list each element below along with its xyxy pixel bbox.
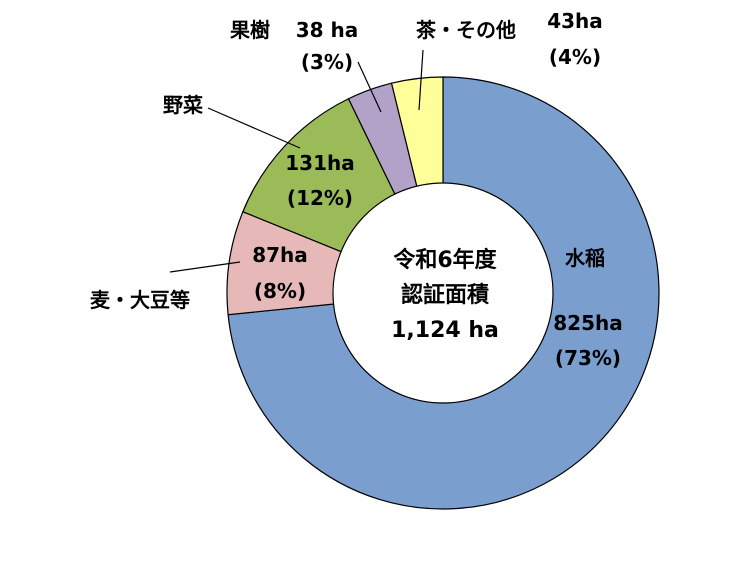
slice-percent-label: (73%) <box>555 346 621 370</box>
center-label-line-2: 認証面積 <box>401 282 490 308</box>
slice-value-label: 825ha <box>553 311 622 335</box>
slice-label-wheat-soy: 麦・大豆等 87ha (8%) <box>90 243 308 312</box>
slice-percent-label: (12%) <box>287 186 353 210</box>
leader-fruit-trees <box>357 61 382 113</box>
leader-wheat-soy <box>169 261 241 273</box>
slice-label-tea-other: 茶・その他 43ha (4%) <box>416 9 603 69</box>
leader-vegetables <box>207 107 301 149</box>
slice-percent-label: (8%) <box>254 279 306 303</box>
slice-name-label: 麦・大豆等 <box>90 288 190 312</box>
slice-value-label: 38 ha <box>296 18 359 42</box>
slice-percent-label: (4%) <box>549 45 601 69</box>
slice-value-label: 43ha <box>547 9 603 33</box>
leader-tea-other <box>418 49 424 111</box>
slice-name-label: 果樹 <box>230 18 270 42</box>
center-label-line-3: 1,124 ha <box>391 318 499 343</box>
slice-name-label: 茶・その他 <box>416 18 516 42</box>
slice-value-label: 131ha <box>285 151 354 175</box>
leader-lines <box>169 49 424 273</box>
slice-label-vegetables: 野菜 131ha (12%) <box>163 93 355 210</box>
slice-label-fruit-trees: 果樹 38 ha (3%) <box>230 18 358 74</box>
slice-value-label: 87ha <box>252 243 308 267</box>
center-label: 令和6年度 認証面積 1,124 ha <box>391 247 499 343</box>
slice-name-label: 野菜 <box>163 93 203 117</box>
donut-hole <box>332 182 554 404</box>
center-label-line-1: 令和6年度 <box>393 247 497 273</box>
slice-name-label: 水稲 <box>565 246 605 270</box>
slice-percent-label: (3%) <box>301 50 353 74</box>
slice-label-rice: 水稲 825ha (73%) <box>553 246 622 370</box>
